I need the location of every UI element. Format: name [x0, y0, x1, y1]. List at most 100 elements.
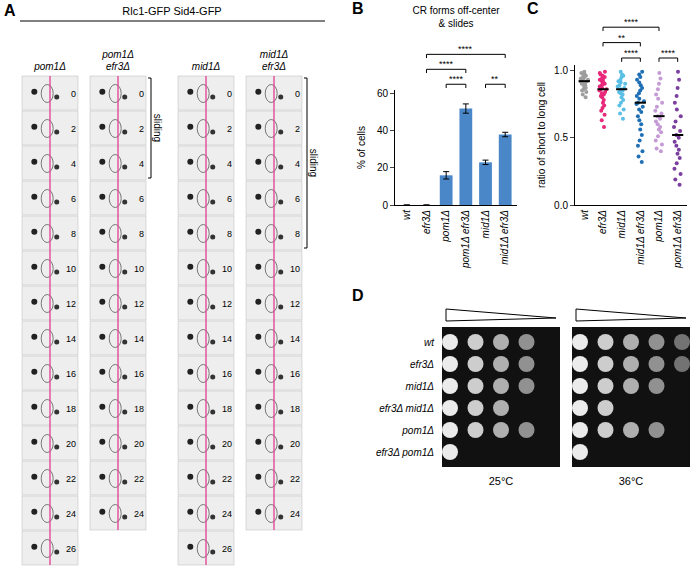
svg-text:0: 0	[227, 89, 232, 99]
svg-text:36°C: 36°C	[619, 475, 644, 487]
svg-text:26: 26	[222, 544, 232, 554]
svg-text:16: 16	[290, 369, 300, 379]
svg-text:26: 26	[66, 544, 76, 554]
svg-text:efr3Δ: efr3Δ	[106, 61, 130, 72]
svg-text:6: 6	[71, 194, 76, 204]
svg-text:4: 4	[227, 159, 232, 169]
svg-text:18: 18	[290, 404, 300, 414]
svg-text:22: 22	[66, 474, 76, 484]
svg-text:0: 0	[71, 89, 76, 99]
svg-text:6: 6	[139, 194, 144, 204]
svg-text:18: 18	[66, 404, 76, 414]
svg-text:wt: wt	[579, 209, 590, 220]
svg-text:% of cells: % of cells	[356, 126, 367, 169]
svg-text:6: 6	[227, 194, 232, 204]
svg-text:Rlc1-GFP Sid4-GFP: Rlc1-GFP Sid4-GFP	[122, 5, 221, 17]
svg-text:60: 60	[377, 88, 389, 99]
svg-text:8: 8	[71, 229, 76, 239]
svg-text:18: 18	[134, 404, 144, 414]
svg-text:2: 2	[71, 124, 76, 134]
svg-text:2: 2	[295, 124, 300, 134]
svg-text:24: 24	[290, 509, 300, 519]
svg-text:****: ****	[439, 59, 454, 69]
svg-text:pom1Δ efr3Δ: pom1Δ efr3Δ	[460, 210, 471, 269]
svg-text:40: 40	[377, 125, 389, 136]
svg-text:14: 14	[134, 334, 144, 344]
svg-text:****: ****	[449, 74, 464, 84]
svg-text:mid1Δ: mid1Δ	[480, 210, 491, 239]
svg-text:mid1Δ: mid1Δ	[616, 210, 627, 239]
svg-text:14: 14	[290, 334, 300, 344]
svg-text:10: 10	[66, 264, 76, 274]
svg-text:CR forms off-center& slides: CR forms off-center& slides	[412, 5, 500, 29]
svg-text:0: 0	[139, 89, 144, 99]
svg-text:12: 12	[222, 299, 232, 309]
svg-text:14: 14	[222, 334, 232, 344]
svg-text:20: 20	[134, 439, 144, 449]
svg-text:10: 10	[222, 264, 232, 274]
svg-text:A: A	[4, 2, 16, 19]
svg-text:****: ****	[624, 48, 639, 58]
svg-text:1.0: 1.0	[554, 65, 568, 76]
svg-text:2: 2	[227, 124, 232, 134]
svg-text:8: 8	[227, 229, 232, 239]
svg-text:16: 16	[66, 369, 76, 379]
svg-text:12: 12	[66, 299, 76, 309]
svg-text:mid1Δ: mid1Δ	[406, 381, 435, 392]
svg-text:4: 4	[295, 159, 300, 169]
svg-text:4: 4	[71, 159, 76, 169]
svg-text:25°C: 25°C	[489, 475, 514, 487]
svg-text:0: 0	[382, 200, 388, 211]
svg-text:mid1Δ efr3Δ: mid1Δ efr3Δ	[499, 210, 510, 265]
svg-text:ratio of short to long cell: ratio of short to long cell	[536, 82, 547, 188]
svg-text:20: 20	[377, 162, 389, 173]
svg-text:12: 12	[134, 299, 144, 309]
svg-text:pom1Δ: pom1Δ	[440, 210, 451, 243]
svg-text:efr3Δ: efr3Δ	[262, 61, 286, 72]
svg-text:8: 8	[139, 229, 144, 239]
svg-text:10: 10	[134, 264, 144, 274]
svg-text:10: 10	[290, 264, 300, 274]
svg-text:0.0: 0.0	[554, 200, 568, 211]
svg-text:wt: wt	[424, 337, 435, 348]
svg-text:pom1Δ: pom1Δ	[101, 49, 134, 60]
svg-text:16: 16	[222, 369, 232, 379]
svg-text:12: 12	[290, 299, 300, 309]
svg-text:D: D	[352, 287, 364, 304]
svg-text:16: 16	[134, 369, 144, 379]
svg-text:8: 8	[295, 229, 300, 239]
svg-text:efr3Δ: efr3Δ	[410, 359, 434, 370]
svg-text:pom1Δ: pom1Δ	[401, 425, 434, 436]
svg-text:efr3Δ: efr3Δ	[421, 210, 432, 234]
svg-text:20: 20	[222, 439, 232, 449]
svg-text:pom1Δ: pom1Δ	[33, 61, 66, 72]
svg-text:24: 24	[66, 509, 76, 519]
svg-text:20: 20	[290, 439, 300, 449]
svg-text:sliding: sliding	[152, 114, 163, 142]
svg-text:14: 14	[66, 334, 76, 344]
svg-text:22: 22	[290, 474, 300, 484]
svg-text:mid1Δ: mid1Δ	[260, 49, 289, 60]
svg-text:efr3Δ mid1Δ: efr3Δ mid1Δ	[379, 403, 434, 414]
svg-text:****: ****	[458, 44, 473, 54]
svg-text:22: 22	[222, 474, 232, 484]
svg-text:pom1Δ: pom1Δ	[653, 210, 664, 243]
svg-text:efr3Δ pom1Δ: efr3Δ pom1Δ	[376, 447, 434, 458]
svg-text:4: 4	[139, 159, 144, 169]
svg-text:****: ****	[624, 17, 639, 27]
svg-text:mid1Δ: mid1Δ	[192, 61, 221, 72]
svg-text:22: 22	[134, 474, 144, 484]
svg-text:18: 18	[222, 404, 232, 414]
svg-text:mid1Δ efr3Δ: mid1Δ efr3Δ	[635, 210, 646, 265]
svg-text:20: 20	[66, 439, 76, 449]
svg-text:****: ****	[661, 48, 676, 58]
svg-text:24: 24	[134, 509, 144, 519]
svg-text:**: **	[491, 74, 499, 84]
svg-text:sliding: sliding	[308, 149, 319, 177]
svg-text:wt: wt	[401, 209, 412, 220]
svg-text:pom1Δ efr3Δ: pom1Δ efr3Δ	[672, 210, 683, 269]
svg-text:24: 24	[222, 509, 232, 519]
svg-text:**: **	[618, 33, 626, 43]
svg-text:0: 0	[295, 89, 300, 99]
svg-text:0.5: 0.5	[554, 132, 568, 143]
